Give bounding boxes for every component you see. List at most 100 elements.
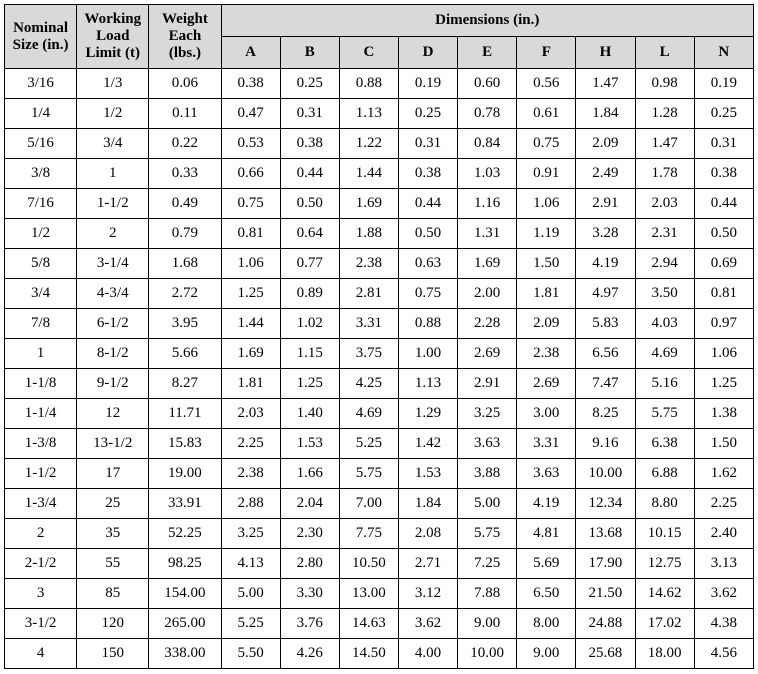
cell-dim-c: 1.69 bbox=[339, 189, 398, 219]
cell-dim-l: 3.50 bbox=[635, 279, 694, 309]
header-dimensions-group: Dimensions (in.) bbox=[221, 5, 753, 37]
cell-dim-c: 0.88 bbox=[339, 69, 398, 99]
cell-dim-n: 3.62 bbox=[694, 579, 753, 609]
cell-dim-e: 5.75 bbox=[458, 519, 517, 549]
cell-dim-a: 2.88 bbox=[221, 489, 280, 519]
cell-nominal: 1-1/8 bbox=[5, 369, 77, 399]
cell-nominal: 3/16 bbox=[5, 69, 77, 99]
cell-dim-l: 6.88 bbox=[635, 459, 694, 489]
cell-nominal: 1 bbox=[5, 339, 77, 369]
cell-dim-l: 6.38 bbox=[635, 429, 694, 459]
cell-dim-d: 2.08 bbox=[398, 519, 457, 549]
cell-dim-h: 3.28 bbox=[576, 219, 635, 249]
cell-dim-h: 9.16 bbox=[576, 429, 635, 459]
cell-dim-e: 2.00 bbox=[458, 279, 517, 309]
cell-dim-b: 0.44 bbox=[280, 159, 339, 189]
cell-wll: 2 bbox=[77, 219, 149, 249]
cell-dim-l: 1.78 bbox=[635, 159, 694, 189]
cell-dim-b: 0.31 bbox=[280, 99, 339, 129]
cell-dim-l: 4.69 bbox=[635, 339, 694, 369]
cell-weight: 265.00 bbox=[149, 609, 221, 639]
cell-dim-l: 2.03 bbox=[635, 189, 694, 219]
cell-dim-b: 0.25 bbox=[280, 69, 339, 99]
cell-weight: 3.95 bbox=[149, 309, 221, 339]
header-dim-c: C bbox=[339, 37, 398, 69]
cell-dim-f: 3.63 bbox=[517, 459, 576, 489]
cell-dim-n: 0.50 bbox=[694, 219, 753, 249]
cell-dim-n: 1.38 bbox=[694, 399, 753, 429]
cell-dim-d: 3.62 bbox=[398, 609, 457, 639]
cell-dim-f: 1.19 bbox=[517, 219, 576, 249]
header-working-load-limit: Working Load Limit (t) bbox=[77, 5, 149, 69]
table-row: 3/161/30.060.380.250.880.190.600.561.470… bbox=[5, 69, 754, 99]
cell-dim-a: 1.06 bbox=[221, 249, 280, 279]
cell-dim-h: 6.56 bbox=[576, 339, 635, 369]
cell-wll: 3/4 bbox=[77, 129, 149, 159]
cell-wll: 150 bbox=[77, 639, 149, 669]
cell-dim-h: 24.88 bbox=[576, 609, 635, 639]
header-dim-d: D bbox=[398, 37, 457, 69]
cell-dim-n: 0.38 bbox=[694, 159, 753, 189]
cell-dim-n: 0.81 bbox=[694, 279, 753, 309]
cell-dim-f: 6.50 bbox=[517, 579, 576, 609]
cell-dim-f: 5.69 bbox=[517, 549, 576, 579]
cell-dim-c: 13.00 bbox=[339, 579, 398, 609]
cell-dim-h: 1.84 bbox=[576, 99, 635, 129]
cell-dim-f: 3.00 bbox=[517, 399, 576, 429]
cell-dim-e: 10.00 bbox=[458, 639, 517, 669]
cell-nominal: 1-1/4 bbox=[5, 399, 77, 429]
cell-dim-f: 4.19 bbox=[517, 489, 576, 519]
cell-dim-c: 7.00 bbox=[339, 489, 398, 519]
table-row: 2-1/25598.254.132.8010.502.717.255.6917.… bbox=[5, 549, 754, 579]
cell-dim-n: 2.40 bbox=[694, 519, 753, 549]
cell-weight: 0.22 bbox=[149, 129, 221, 159]
cell-weight: 0.79 bbox=[149, 219, 221, 249]
cell-dim-a: 0.38 bbox=[221, 69, 280, 99]
cell-dim-a: 1.44 bbox=[221, 309, 280, 339]
cell-dim-a: 1.69 bbox=[221, 339, 280, 369]
cell-dim-e: 7.88 bbox=[458, 579, 517, 609]
cell-dim-a: 2.38 bbox=[221, 459, 280, 489]
cell-dim-d: 0.75 bbox=[398, 279, 457, 309]
cell-wll: 1-1/2 bbox=[77, 189, 149, 219]
cell-dim-f: 0.91 bbox=[517, 159, 576, 189]
cell-dim-n: 0.44 bbox=[694, 189, 753, 219]
cell-dim-f: 0.75 bbox=[517, 129, 576, 159]
cell-dim-b: 1.15 bbox=[280, 339, 339, 369]
table-body: 3/161/30.060.380.250.880.190.600.561.470… bbox=[5, 69, 754, 669]
cell-dim-d: 0.38 bbox=[398, 159, 457, 189]
cell-dim-c: 2.38 bbox=[339, 249, 398, 279]
cell-nominal: 2 bbox=[5, 519, 77, 549]
cell-dim-e: 7.25 bbox=[458, 549, 517, 579]
cell-wll: 3-1/4 bbox=[77, 249, 149, 279]
cell-dim-d: 0.31 bbox=[398, 129, 457, 159]
cell-weight: 2.72 bbox=[149, 279, 221, 309]
cell-dim-h: 2.91 bbox=[576, 189, 635, 219]
cell-dim-e: 2.69 bbox=[458, 339, 517, 369]
cell-dim-l: 2.94 bbox=[635, 249, 694, 279]
cell-dim-d: 1.13 bbox=[398, 369, 457, 399]
cell-wll: 6-1/2 bbox=[77, 309, 149, 339]
cell-weight: 0.11 bbox=[149, 99, 221, 129]
cell-dim-h: 17.90 bbox=[576, 549, 635, 579]
cell-dim-e: 3.88 bbox=[458, 459, 517, 489]
cell-dim-d: 1.53 bbox=[398, 459, 457, 489]
cell-dim-f: 1.06 bbox=[517, 189, 576, 219]
cell-dim-b: 1.02 bbox=[280, 309, 339, 339]
cell-dim-b: 1.66 bbox=[280, 459, 339, 489]
table-row: 23552.253.252.307.752.085.754.8113.6810.… bbox=[5, 519, 754, 549]
cell-weight: 52.25 bbox=[149, 519, 221, 549]
cell-dim-b: 3.76 bbox=[280, 609, 339, 639]
cell-dim-b: 0.64 bbox=[280, 219, 339, 249]
cell-wll: 1/2 bbox=[77, 99, 149, 129]
cell-dim-d: 0.25 bbox=[398, 99, 457, 129]
cell-dim-f: 1.81 bbox=[517, 279, 576, 309]
cell-wll: 85 bbox=[77, 579, 149, 609]
cell-weight: 8.27 bbox=[149, 369, 221, 399]
cell-dim-c: 7.75 bbox=[339, 519, 398, 549]
dimensions-table: Nominal Size (in.) Working Load Limit (t… bbox=[4, 4, 754, 669]
cell-nominal: 5/16 bbox=[5, 129, 77, 159]
cell-dim-a: 0.81 bbox=[221, 219, 280, 249]
cell-dim-f: 1.50 bbox=[517, 249, 576, 279]
cell-dim-c: 1.22 bbox=[339, 129, 398, 159]
